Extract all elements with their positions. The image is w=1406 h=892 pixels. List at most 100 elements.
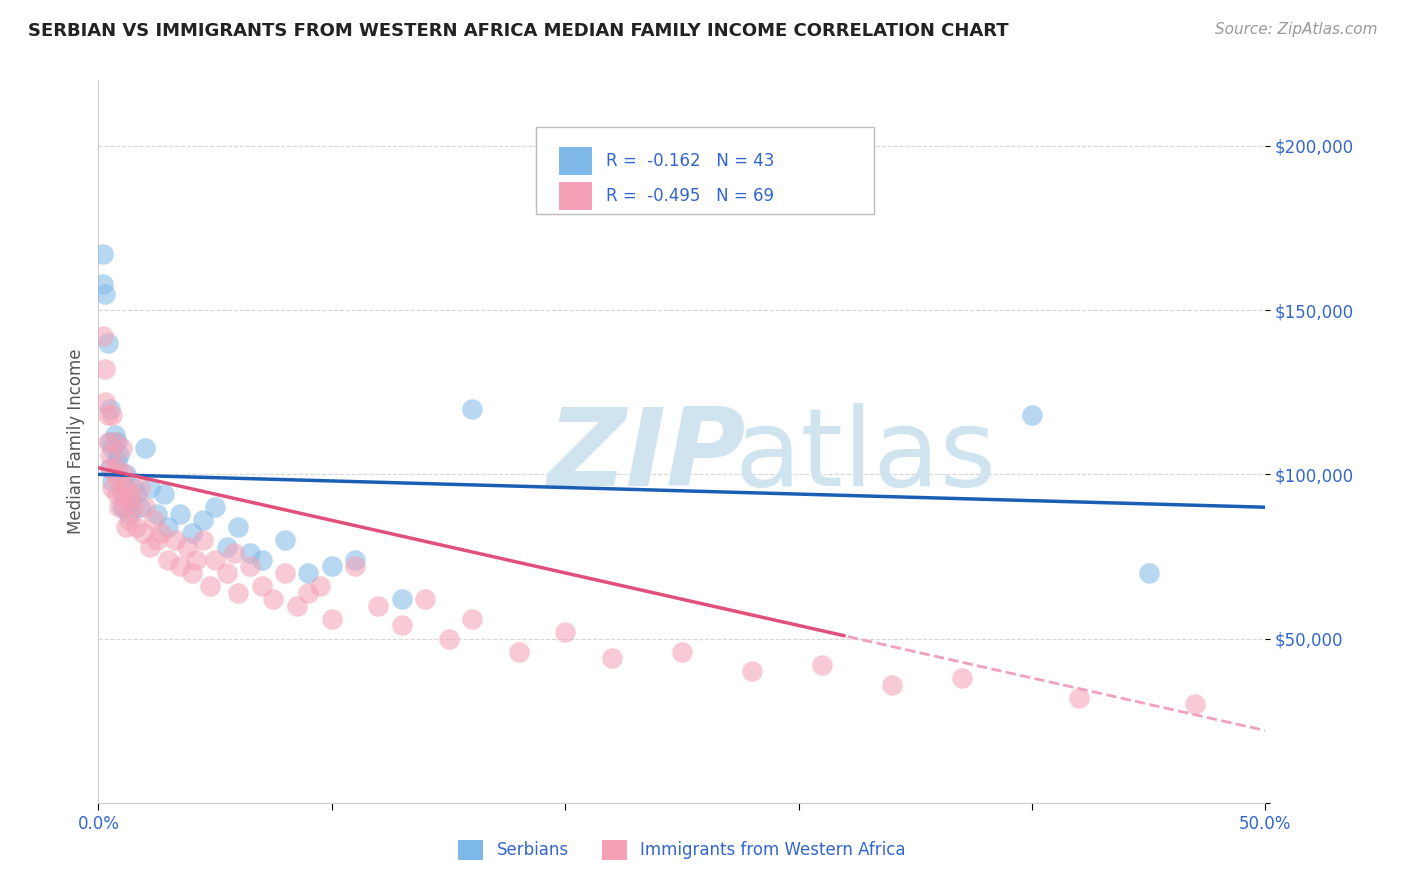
Point: [120, 487, 142, 501]
Point: [186, 553, 208, 567]
Point: [125, 487, 148, 501]
Text: SERBIAN VS IMMIGRANTS FROM WESTERN AFRICA MEDIAN FAMILY INCOME CORRELATION CHART: SERBIAN VS IMMIGRANTS FROM WESTERN AFRIC…: [28, 22, 1008, 40]
Point: [108, 500, 131, 515]
Point: [461, 401, 484, 416]
Point: [101, 409, 124, 423]
Point: [250, 553, 273, 567]
Text: ZIP: ZIP: [548, 403, 747, 509]
Point: [105, 460, 128, 475]
Text: R =  -0.495   N = 69: R = -0.495 N = 69: [606, 187, 775, 205]
Point: [146, 507, 169, 521]
Point: [165, 533, 187, 547]
Point: [122, 481, 145, 495]
Point: [111, 441, 134, 455]
Point: [129, 481, 152, 495]
Point: [239, 546, 262, 560]
Bar: [560, 182, 592, 210]
Point: [413, 592, 436, 607]
Point: [129, 500, 152, 515]
Point: [193, 513, 215, 527]
Point: [274, 566, 297, 580]
Point: [274, 533, 297, 547]
Point: [150, 526, 173, 541]
Point: [97, 336, 120, 351]
Point: [104, 467, 127, 482]
Point: [228, 585, 250, 599]
Point: [143, 513, 166, 527]
Point: [122, 500, 145, 515]
Point: [157, 553, 180, 567]
Point: [344, 559, 367, 574]
Point: [461, 612, 484, 626]
Point: [139, 481, 162, 495]
Point: [97, 434, 120, 449]
Point: [115, 481, 138, 495]
Point: [112, 487, 135, 501]
Point: [91, 247, 114, 261]
Point: [1067, 690, 1090, 705]
Point: [118, 493, 141, 508]
FancyBboxPatch shape: [536, 128, 875, 214]
Point: [125, 520, 148, 534]
Point: [104, 434, 127, 449]
Point: [1021, 409, 1043, 423]
Point: [239, 559, 262, 574]
Point: [108, 448, 131, 462]
Point: [120, 493, 142, 508]
Point: [146, 533, 169, 547]
Point: [344, 553, 367, 567]
Point: [169, 559, 191, 574]
Point: [554, 625, 576, 640]
Point: [112, 467, 135, 482]
Point: [367, 599, 389, 613]
Point: [297, 566, 319, 580]
Point: [950, 671, 973, 685]
Point: [204, 553, 226, 567]
Point: [176, 540, 198, 554]
Point: [111, 487, 134, 501]
Point: [157, 520, 180, 534]
Point: [94, 395, 117, 409]
Point: [112, 500, 135, 515]
Point: [105, 434, 128, 449]
Point: [741, 665, 763, 679]
Bar: [560, 147, 592, 175]
Point: [97, 409, 120, 423]
Point: [101, 441, 124, 455]
Point: [600, 651, 623, 665]
Point: [111, 474, 134, 488]
Point: [285, 599, 308, 613]
Point: [101, 481, 124, 495]
Point: [152, 487, 174, 501]
Point: [115, 467, 138, 482]
Point: [91, 329, 114, 343]
Point: [228, 520, 250, 534]
Text: Source: ZipAtlas.com: Source: ZipAtlas.com: [1215, 22, 1378, 37]
Point: [508, 645, 530, 659]
Point: [111, 500, 134, 515]
Point: [180, 526, 202, 541]
Point: [193, 533, 215, 547]
Point: [1184, 698, 1206, 712]
Point: [671, 645, 693, 659]
Point: [139, 540, 162, 554]
Point: [108, 474, 131, 488]
Point: [391, 618, 413, 632]
Point: [98, 434, 121, 449]
Point: [811, 657, 834, 672]
Point: [250, 579, 273, 593]
Point: [98, 460, 121, 475]
Y-axis label: Median Family Income: Median Family Income: [66, 349, 84, 534]
Text: R =  -0.162   N = 43: R = -0.162 N = 43: [606, 152, 775, 170]
Point: [94, 286, 117, 301]
Point: [215, 540, 238, 554]
Point: [115, 520, 138, 534]
Point: [391, 592, 413, 607]
Point: [215, 566, 238, 580]
Point: [105, 454, 128, 468]
Point: [134, 441, 156, 455]
Point: [297, 585, 319, 599]
Point: [91, 277, 114, 291]
Point: [222, 546, 245, 560]
Point: [204, 500, 226, 515]
